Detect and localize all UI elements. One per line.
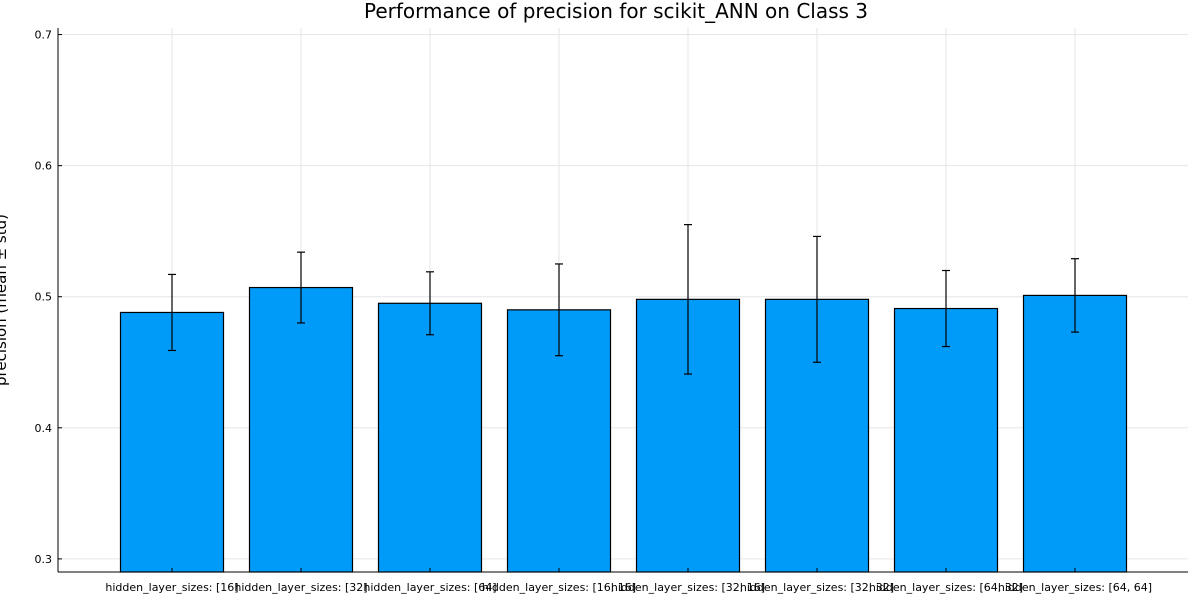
y-ticks-layer: 0.3 0.4 0.5 0.6 0.7 (35, 29, 62, 566)
bar (377, 302, 483, 573)
x-tick-label: hidden_layer_sizes: [32, 16] (611, 581, 765, 594)
grid-layer (58, 28, 1188, 572)
x-tick-label: hidden_layer_sizes: [32] (234, 581, 367, 594)
bars-layer (119, 286, 1128, 573)
bar (1022, 294, 1128, 573)
x-tick-label: hidden_layer_sizes: [64, 32] (869, 581, 1023, 594)
y-tick-label: 0.6 (35, 160, 53, 173)
x-tick-label: hidden_layer_sizes: [64, 64] (998, 581, 1152, 594)
y-tick-label: 0.4 (35, 422, 53, 435)
x-tick-label: hidden_layer_sizes: [16] (105, 581, 238, 594)
y-tick-label: 0.5 (35, 291, 53, 304)
y-axis-label: precision (mean ± std) (0, 214, 10, 386)
bar (119, 311, 225, 573)
y-tick-label: 0.7 (35, 29, 53, 42)
y-tick-label: 0.3 (35, 553, 53, 566)
bar (893, 307, 999, 573)
chart-title: Performance of precision for scikit_ANN … (364, 0, 868, 23)
error-bars-layer (168, 224, 1079, 375)
x-ticks-layer: hidden_layer_sizes: [16]hidden_layer_siz… (105, 568, 1152, 594)
bar (248, 286, 354, 573)
x-tick-label: hidden_layer_sizes: [32, 32] (740, 581, 894, 594)
x-tick-label: hidden_layer_sizes: [16, 16] (482, 581, 636, 594)
x-tick-label: hidden_layer_sizes: [64] (363, 581, 496, 594)
